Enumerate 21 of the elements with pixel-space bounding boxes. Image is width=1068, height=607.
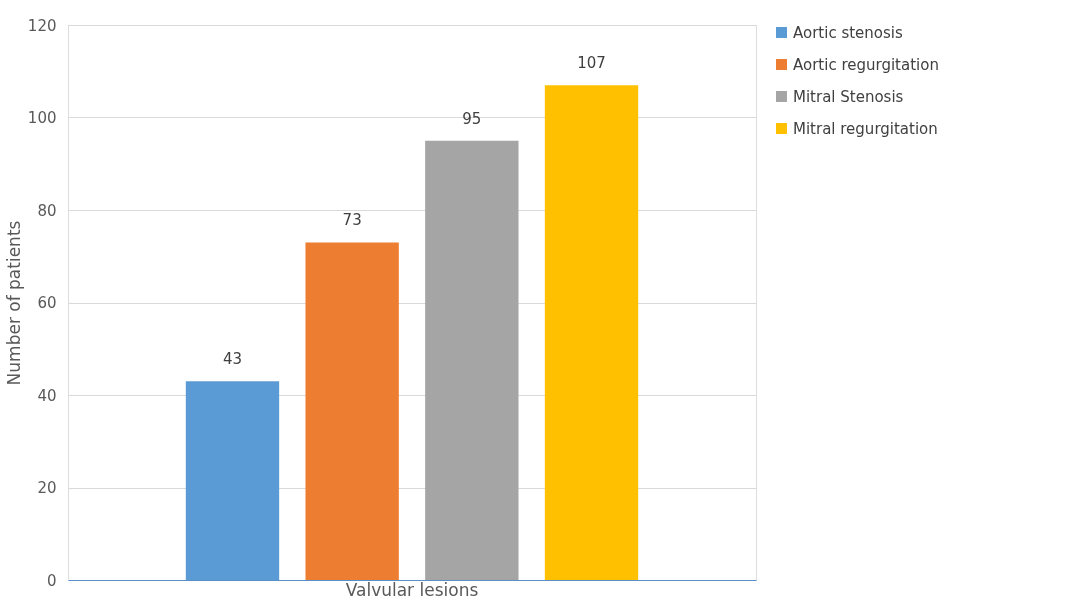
y-tick-label: 80 [37,201,57,220]
legend-label: Mitral Stenosis [793,87,904,106]
data-label: 95 [462,109,482,128]
y-tick-label: 20 [37,479,57,497]
data-label: 73 [342,211,362,230]
data-label: 43 [222,350,243,369]
y-tick-label: 0 [46,571,57,590]
y-tick-label: 100 [27,109,57,127]
legend-label: Mitral regurgitation [793,119,938,138]
y-axis-title: Number of patients [3,220,24,386]
legend-label: Aortic stenosis [793,23,903,42]
x-tick-label: Valvular lesions [345,579,479,600]
bar [305,242,399,580]
y-tick-label: 40 [37,386,57,405]
legend-label: Aortic regurgitation [793,55,939,74]
bar [425,140,519,580]
data-label: 107 [577,54,606,73]
y-tick-label: 120 [27,16,57,35]
y-tick-label: 60 [37,294,57,312]
bar [185,381,280,580]
bar [544,85,639,580]
